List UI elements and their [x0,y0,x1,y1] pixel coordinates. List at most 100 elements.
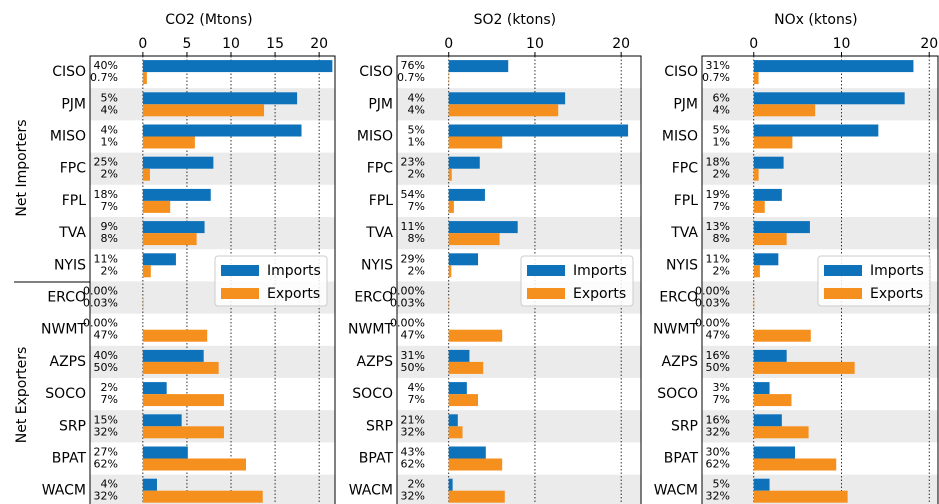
bar [753,72,759,85]
category-label: TVA [365,225,393,241]
category-label: BPAT [52,451,87,467]
bar [753,188,782,201]
row-band [702,410,938,443]
share-label: 7% [713,393,730,406]
panel-title: SO2 (ktons) [474,12,557,28]
plot-frame [396,55,642,504]
panel-title: NOx (ktons) [774,12,857,28]
bar [448,349,470,362]
share-label: 4% [101,478,118,491]
share-label: 31% [706,59,730,72]
share-label: 2% [408,168,425,181]
bar [448,446,486,459]
share-label: 5% [713,478,730,491]
category-label: SRP [671,418,698,434]
share-label: 25% [94,156,118,169]
bar [753,478,770,491]
share-label: 31% [401,349,425,362]
category-label: BPAT [664,451,699,467]
share-label: 29% [401,252,425,265]
bar [142,265,151,278]
row-band [90,217,335,250]
bar [448,188,485,201]
share-label: 8% [101,232,118,245]
share-label: 2% [713,168,730,181]
x-tick-label: 0 [138,36,147,52]
category-label: CISO [359,64,393,80]
category-label: WACM [42,483,86,499]
share-label: 6% [713,91,730,104]
plot-frame [701,55,939,504]
bar [753,253,779,266]
bar [448,136,503,149]
bar [448,92,566,105]
share-label: 0.03% [390,297,425,310]
bar [142,394,224,407]
share-label: 8% [713,232,730,245]
bar [142,478,157,491]
bar [448,426,463,439]
category-label: AZPS [357,354,394,370]
category-label: SOCO [45,386,86,402]
x-tick-label: 5 [182,36,191,52]
category-label: CISO [664,64,698,80]
category-label: SOCO [657,386,698,402]
share-label: 18% [94,188,118,201]
category-label: CISO [52,64,86,80]
bar [448,233,500,246]
share-label: 4% [713,103,730,116]
category-label: BPAT [359,451,394,467]
bar [448,253,479,266]
bar [448,458,503,471]
category-label: FPC [60,161,86,177]
bar [142,221,205,234]
row-band [702,217,938,250]
bar [753,156,784,169]
share-label: 13% [706,220,730,233]
bar [753,265,760,278]
share-label: 2% [408,264,425,277]
bar [448,104,559,117]
share-label: 2% [408,478,425,491]
bar [448,478,453,491]
category-label: SRP [59,418,86,434]
bar [753,233,787,246]
legend-swatch [221,265,259,276]
category-label: AZPS [50,354,87,370]
bar [142,490,263,503]
bar [142,60,333,73]
bar [142,124,302,137]
share-label: 0.00% [390,317,425,330]
category-label: FPL [369,193,393,209]
category-label: WACM [349,483,393,499]
bar [142,188,211,201]
share-label: 0.00% [83,285,118,298]
group-label: Net Importers [14,119,30,216]
share-label: 32% [94,425,118,438]
bar [142,414,182,427]
x-tick-label: 10 [526,36,544,52]
bar [142,426,224,439]
category-label: NYIS [666,257,698,273]
bar [448,361,484,374]
share-label: 2% [101,168,118,181]
share-label: 11% [401,220,425,233]
share-label: 32% [401,425,425,438]
category-label: NYIS [54,257,86,273]
bar [448,394,479,407]
share-label: 4% [101,103,118,116]
legend-label: Imports [573,263,627,279]
x-tick-label: 20 [310,36,328,52]
legend-swatch [824,265,862,276]
category-label: TVA [58,225,86,241]
share-label: 76% [401,59,425,72]
share-label: 23% [401,156,425,169]
share-label: 0.03% [83,297,118,310]
bar [753,104,816,117]
bar [142,136,195,149]
category-label: MISO [357,129,393,145]
bar [142,382,167,395]
share-label: 43% [401,446,425,459]
